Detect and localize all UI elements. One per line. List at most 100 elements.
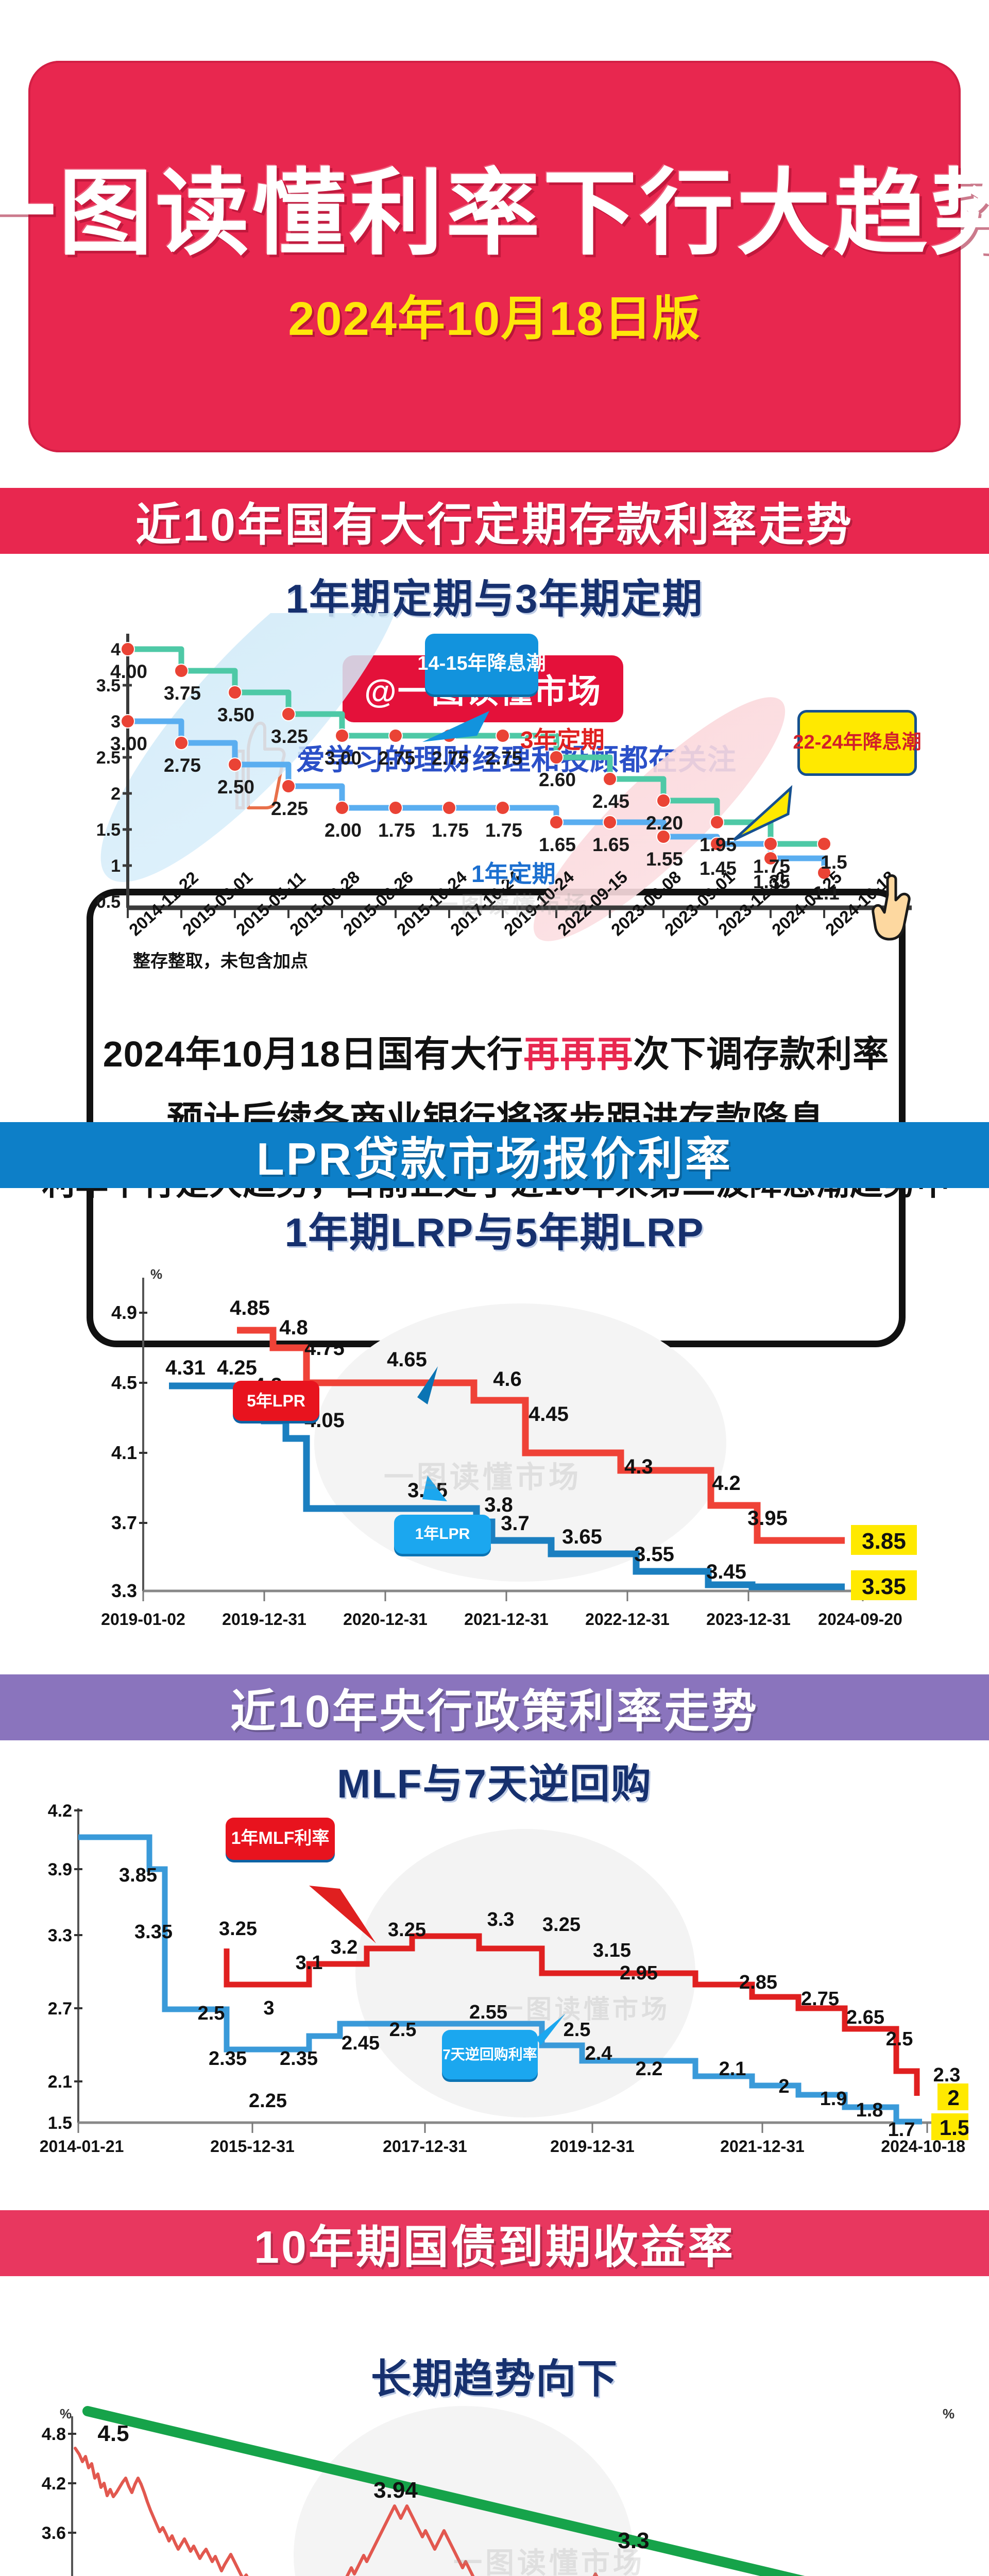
svg-text:1.5: 1.5: [940, 2115, 968, 2140]
section-banner-bond-yield: 10年期国债到期收益率: [0, 2210, 989, 2276]
svg-text:2.35: 2.35: [209, 2048, 247, 2070]
svg-text:2.2: 2.2: [636, 2058, 663, 2080]
section-banner-bond-yield-label: 10年期国债到期收益率: [254, 2221, 735, 2273]
svg-text:2.5: 2.5: [564, 2019, 591, 2041]
svg-text:4.25: 4.25: [217, 1357, 257, 1379]
version-label: 2024年10月18日版: [288, 293, 701, 346]
callout-1y-lpr: 1年LPR: [394, 1515, 491, 1554]
svg-text:4.00: 4.00: [110, 661, 147, 682]
svg-text:2.75: 2.75: [485, 748, 522, 769]
svg-text:1.75: 1.75: [432, 820, 469, 841]
svg-text:2.4: 2.4: [585, 2043, 612, 2064]
svg-text:3.25: 3.25: [388, 1919, 426, 1941]
svg-text:3: 3: [56, 2573, 66, 2576]
svg-text:2.75: 2.75: [801, 1988, 839, 2010]
svg-text:2.1: 2.1: [719, 2058, 746, 2080]
statement-line-1: 2024年10月18日国有大行再再再次下调存款利率: [103, 1033, 890, 1074]
svg-text:3.25: 3.25: [542, 1914, 581, 1936]
svg-text:3.35: 3.35: [134, 1921, 173, 1943]
chart-3-xtick: 2014-01-21: [39, 2137, 124, 2156]
svg-text:2.20: 2.20: [646, 812, 683, 834]
statement-line-1-highlight: 再再再: [523, 1033, 634, 1074]
svg-text:3.45: 3.45: [706, 1561, 746, 1583]
svg-text:3.65: 3.65: [562, 1526, 602, 1548]
svg-text:4.9: 4.9: [111, 1302, 137, 1323]
svg-text:3.75: 3.75: [164, 683, 201, 704]
svg-text:3.3: 3.3: [48, 1926, 72, 1945]
section-banner-policy-rates: 近10年央行政策利率走势: [0, 1674, 989, 1740]
statement-box: 2024年10月18日国有大行再再再次下调存款利率 预计后续各商业银行将逐步跟进…: [42, 889, 950, 1347]
svg-text:4.5: 4.5: [111, 1372, 137, 1393]
svg-text:3.1: 3.1: [296, 1952, 323, 1974]
svg-text:2.5: 2.5: [96, 748, 121, 768]
series-label-1y-deposit: 1年定期: [471, 860, 556, 887]
chart-1-deposit-rates: 4 3.5 3 2.5 2 1.5 1 0.5: [67, 613, 953, 963]
svg-text:1.5: 1.5: [96, 820, 121, 840]
svg-text:1: 1: [111, 856, 121, 876]
svg-text:4: 4: [111, 640, 121, 659]
svg-text:3.50: 3.50: [217, 704, 254, 725]
svg-text:2.3: 2.3: [933, 2064, 961, 2086]
chart-2-xtick: 2021-12-31: [464, 1610, 549, 1629]
svg-text:1.35: 1.35: [753, 871, 790, 892]
svg-text:4.65: 4.65: [387, 1348, 427, 1371]
svg-text:1.65: 1.65: [592, 834, 629, 855]
svg-text:4.45: 4.45: [528, 1403, 569, 1426]
svg-text:2.35: 2.35: [280, 2048, 318, 2070]
chart-3-subtitle: MLF与7天逆回购: [337, 1761, 652, 1806]
svg-text:2.5: 2.5: [198, 2003, 225, 2024]
chart-2-xtick: 2024-09-20: [818, 1610, 902, 1629]
section-banner-lpr-label: LPR贷款市场报价利率: [256, 1133, 732, 1184]
svg-text:3.55: 3.55: [634, 1543, 674, 1566]
svg-text:1.5: 1.5: [821, 852, 847, 873]
page-title: 一图读懂利率下行大趋势: [0, 160, 989, 266]
svg-text:3.15: 3.15: [593, 1940, 631, 1961]
svg-text:4.1: 4.1: [111, 1442, 137, 1463]
chart-2-lpr: % 4.9 4.5 4.1 3.7 3.3 4.85 4.8 4.75 4.65 4.…: [67, 1257, 953, 1618]
svg-text:1.75: 1.75: [753, 856, 790, 877]
svg-text:3.9: 3.9: [48, 1860, 72, 1879]
chart-2-subtitle: 1年期LRP与5年期LRP: [284, 1210, 705, 1255]
callout-7d-reverse-repo-text: 7天逆回购利率: [442, 2046, 537, 2062]
chart-3-xtick: 2019-12-31: [550, 2137, 635, 2156]
callout-2014-2015-text: 14-15年降息潮: [417, 653, 546, 675]
svg-text:3.3: 3.3: [618, 2528, 649, 2553]
chart-1-footnote: 整存整取，未包含加点: [133, 952, 308, 971]
chart-3-xtick: 2024-10-18: [881, 2137, 966, 2156]
chart-2-xtick: 2019-12-31: [222, 1610, 306, 1629]
svg-text:2: 2: [111, 784, 121, 804]
svg-text:1.75: 1.75: [485, 820, 522, 841]
svg-text:3.3: 3.3: [111, 1580, 137, 1601]
svg-text:4.2: 4.2: [48, 1803, 72, 1821]
chart-3-xtick: 2021-12-31: [720, 2137, 805, 2156]
svg-text:%: %: [943, 2406, 954, 2421]
statement-line-1-b: 次下调存款利率: [633, 1033, 890, 1074]
svg-text:1.5: 1.5: [48, 2113, 72, 2133]
svg-text:3.94: 3.94: [373, 2478, 418, 2503]
hand-pointer-icon: [872, 874, 911, 941]
svg-text:2.25: 2.25: [249, 2090, 287, 2112]
svg-text:1.65: 1.65: [539, 834, 576, 855]
svg-text:1.95: 1.95: [700, 834, 737, 855]
svg-text:3: 3: [263, 1997, 274, 2019]
svg-text:3.25: 3.25: [271, 726, 308, 747]
svg-text:2.50: 2.50: [217, 776, 254, 798]
chart-3-xaxis: 2014-01-21 2015-12-31 2017-12-31 2019-12…: [21, 2137, 968, 2161]
chart-3-xtick: 2017-12-31: [383, 2137, 467, 2156]
chart-4-subtitle: 长期趋势向下: [370, 2356, 618, 2401]
svg-text:4.8: 4.8: [279, 1316, 308, 1339]
callout-2022-2024-rate-cut: 22-24年降息潮: [793, 710, 922, 776]
chart-3-policy-rates: 4.2 3.9 3.3 2.7 2.1 1.5 3.25 3 3.1 3.2 3.25…: [21, 1803, 968, 2159]
svg-text:2.60: 2.60: [539, 769, 576, 790]
svg-text:2.5: 2.5: [886, 2028, 913, 2050]
chart-2-xtick: 2019-01-02: [101, 1610, 185, 1629]
svg-text:1.45: 1.45: [700, 858, 737, 879]
callout-1y-mlf: 1年MLF利率: [226, 1818, 335, 1860]
svg-text:2: 2: [778, 2076, 789, 2097]
svg-text:1.9: 1.9: [820, 2088, 847, 2110]
svg-text:4.2: 4.2: [712, 1472, 741, 1495]
callout-2014-2015-rate-cut: 14-15年降息潮: [417, 634, 546, 694]
svg-text:4.85: 4.85: [230, 1297, 270, 1319]
svg-text:3: 3: [111, 712, 121, 732]
chart-3-xtick: 2015-12-31: [210, 2137, 295, 2156]
